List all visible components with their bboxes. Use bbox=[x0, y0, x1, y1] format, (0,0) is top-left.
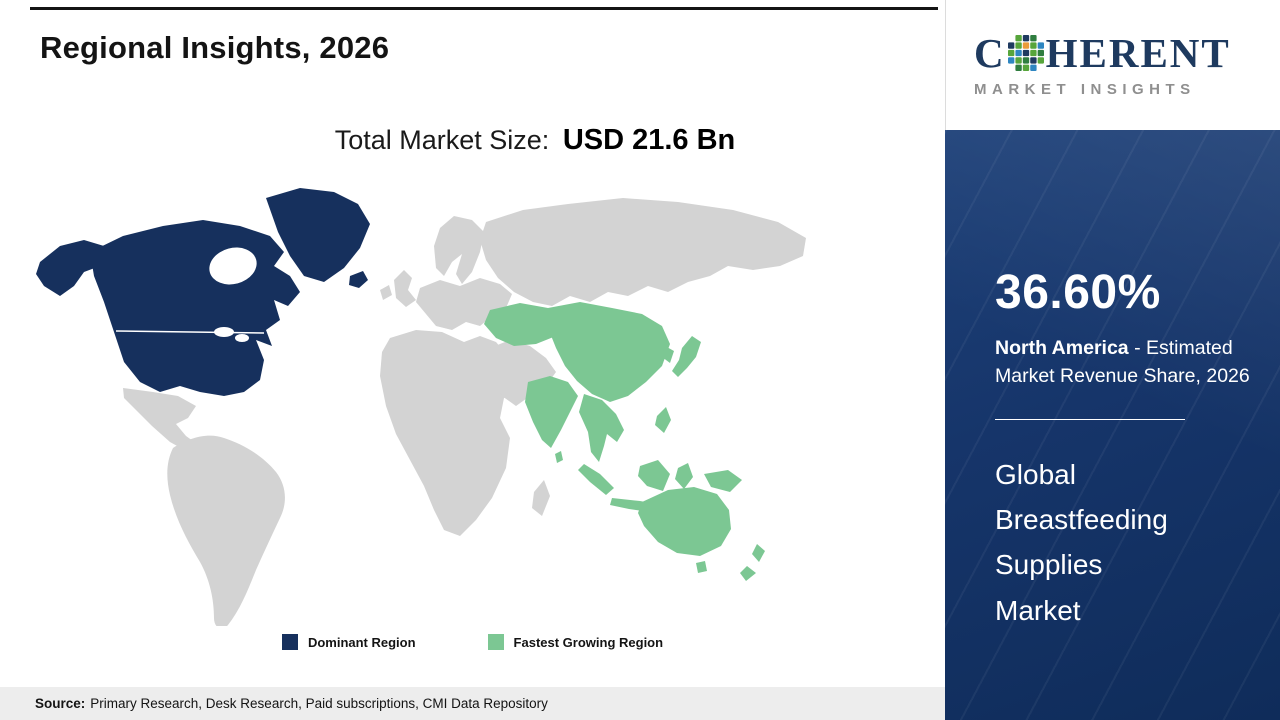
map-region-madagascar bbox=[532, 480, 550, 516]
region-description: - Estimated Market Revenue Share, 2026 bbox=[995, 337, 1250, 388]
map-region-china bbox=[548, 302, 670, 402]
hudson-bay bbox=[209, 247, 257, 285]
map-region-ireland bbox=[380, 285, 392, 300]
legend-swatch-fastest-growing bbox=[487, 634, 504, 650]
world-map-svg bbox=[36, 188, 806, 629]
sidebar-divider bbox=[995, 418, 1185, 420]
sidebar: 36.60% North America - Estimated Market … bbox=[945, 130, 1280, 720]
market-size-line: Total Market Size: USD 21.6 Bn bbox=[60, 124, 1010, 157]
region-name: North America bbox=[995, 337, 1129, 359]
brand-logo: C bbox=[945, 0, 1280, 130]
map-region-borneo bbox=[638, 460, 670, 491]
map-region-new-guinea bbox=[704, 470, 742, 492]
brand-tagline: MARKET INSIGHTS bbox=[974, 80, 1196, 98]
map-region-sri-lanka bbox=[555, 451, 563, 463]
map-region-philippines bbox=[655, 407, 671, 433]
map-region-south-america bbox=[167, 435, 285, 629]
legend-swatch-dominant bbox=[281, 634, 298, 650]
brand-letter-c: C bbox=[974, 29, 1006, 76]
map-region-greenland bbox=[266, 188, 370, 282]
globe-mosaic-icon bbox=[1007, 35, 1044, 71]
map-region-sumatra bbox=[578, 464, 614, 495]
source-label: Source: bbox=[35, 696, 86, 711]
market-size-value: USD 21.6 Bn bbox=[562, 124, 736, 156]
map-region-new-zealand-south bbox=[740, 566, 756, 581]
market-name: Global Breastfeeding Supplies Market bbox=[995, 458, 1168, 626]
revenue-share-value: 36.60% bbox=[995, 266, 1161, 319]
brand-wordmark: C bbox=[974, 29, 1280, 76]
us-canada-border bbox=[115, 330, 265, 334]
brand-rest: HERENT bbox=[1045, 29, 1231, 76]
map-region-tasmania bbox=[696, 561, 707, 573]
map-region-australia bbox=[638, 487, 731, 556]
map-region-southeast-asia bbox=[579, 394, 624, 462]
map-legend: Dominant Region Fastest Growing Region bbox=[0, 634, 945, 650]
map-region-central-america bbox=[123, 388, 210, 460]
map-region-russia bbox=[480, 198, 806, 306]
world-map bbox=[28, 180, 820, 629]
map-region-japan bbox=[672, 336, 701, 377]
top-rule bbox=[30, 7, 938, 10]
map-region-india bbox=[525, 376, 578, 448]
map-region-iceland bbox=[349, 271, 368, 288]
source-bar: Source: Primary Research, Desk Research,… bbox=[0, 687, 945, 720]
map-region-central-asia bbox=[484, 303, 564, 346]
map-region-canada-usa bbox=[90, 220, 300, 396]
map-region-korea bbox=[662, 346, 674, 363]
revenue-share-description: North America - Estimated Market Revenue… bbox=[995, 334, 1252, 391]
map-region-africa bbox=[380, 330, 528, 536]
source-text: Primary Research, Desk Research, Paid su… bbox=[90, 696, 548, 711]
legend-item-fastest-growing: Fastest Growing Region bbox=[487, 634, 664, 650]
map-region-new-zealand-north bbox=[752, 544, 765, 562]
market-size-label: Total Market Size: bbox=[334, 125, 550, 155]
map-region-alaska bbox=[36, 240, 104, 296]
great-lakes-east bbox=[235, 334, 249, 342]
legend-label-fastest-growing: Fastest Growing Region bbox=[513, 634, 664, 650]
map-region-scandinavia bbox=[434, 216, 484, 284]
legend-item-dominant: Dominant Region bbox=[281, 634, 416, 650]
page-title: Regional Insights, 2026 bbox=[40, 30, 390, 65]
legend-label-dominant: Dominant Region bbox=[307, 634, 416, 650]
map-region-united-kingdom bbox=[394, 270, 416, 307]
map-region-sulawesi bbox=[675, 463, 693, 489]
